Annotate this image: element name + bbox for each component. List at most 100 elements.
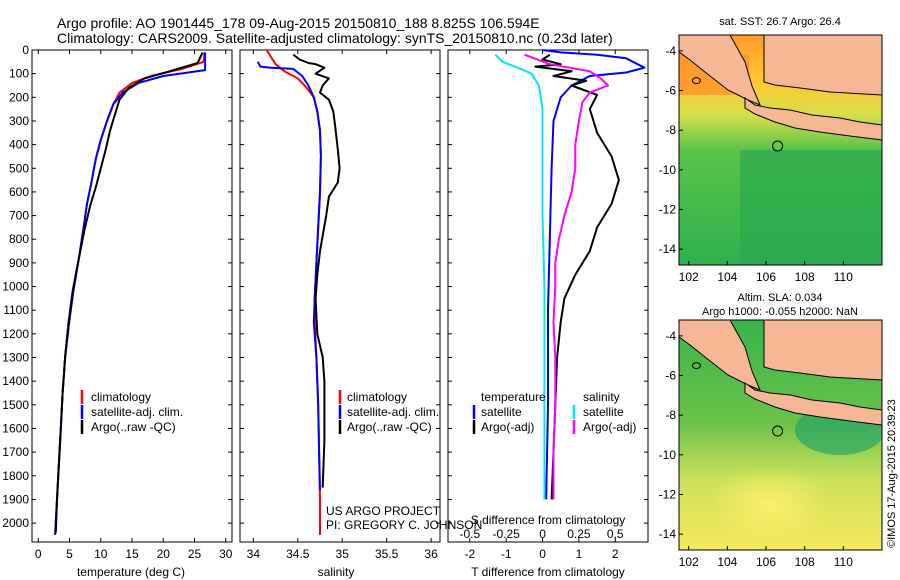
x-tick-label: 10	[94, 547, 108, 561]
float-position-marker	[772, 140, 784, 152]
series-line-climatology	[54, 52, 206, 535]
depth-tick-label: 1600	[2, 421, 29, 435]
series-line-argo-raw-qc	[292, 53, 341, 488]
x-tick-label: 20	[157, 547, 171, 561]
salinity-axis-label: salinity	[318, 565, 355, 579]
depth-tick-label: 1200	[2, 327, 29, 341]
legend-label-climatology: climatology	[347, 390, 407, 404]
depth-tick-label: 600	[9, 185, 29, 199]
depth-tick-label: 1500	[2, 398, 29, 412]
series-line-argo-raw-qc	[54, 51, 204, 533]
x-tick-label: 15	[125, 547, 139, 561]
temperature-legend: climatology satellite-adj. clim. Argo(..…	[80, 390, 183, 434]
s-difference-tick-label: 0.5	[607, 527, 624, 541]
legend-label-argo: Argo(..raw -QC)	[91, 420, 176, 434]
depth-tick-label: 400	[9, 138, 29, 152]
salinity-panel: 34 34.5 35 35.5 36 salinity climatology sate…	[239, 49, 482, 579]
legend-label-climatology: climatology	[91, 390, 151, 404]
temperature-axis-ticks: 0 5 10 15 20 25 30	[35, 50, 233, 561]
salinity-axis-ticks: 34 34.5 35 35.5 36	[247, 50, 438, 561]
lon-tick-label: 106	[756, 555, 776, 569]
legend-label-satellite: satellite-adj. clim.	[347, 405, 439, 419]
depth-tick-label: 0	[22, 43, 29, 57]
header-line2: Climatology: CARS2009. Satellite-adjuste…	[57, 30, 613, 46]
depth-tick-label: 200	[9, 90, 29, 104]
difference-series	[494, 49, 646, 500]
lon-tick-label: 106	[756, 270, 776, 284]
legend-group-salinity: salinity	[583, 390, 620, 404]
depth-tick-label: 1900	[2, 492, 29, 506]
lat-tick-label: -6	[665, 84, 676, 98]
series-line-climatology	[265, 49, 322, 535]
lon-tick-label: 104	[717, 270, 737, 284]
depth-tick-label: 1300	[2, 351, 29, 365]
temperature-plot-frame	[31, 49, 233, 543]
s-difference-axis-ticks: -0.5 -0.25 0 0.25 0.5	[459, 527, 623, 541]
sla-map-frame	[678, 319, 883, 551]
difference-panel: -2 -1 0 1 2 -0.5 -0.25 0 0.25 0.5 S difference f…	[447, 49, 649, 579]
lon-tick-label: 102	[679, 555, 699, 569]
lat-tick-label: -12	[659, 202, 677, 216]
secondary-marker	[691, 77, 701, 85]
series-line-satellite-adj-clim	[256, 61, 322, 491]
sst-map-panel: sat. SST: 26.7 Argo: 26.4 102 104 106 108 11…	[659, 16, 883, 284]
x-tick-label: 25	[188, 547, 202, 561]
sla-map-title: Altim. SLA: 0.034	[738, 292, 823, 304]
x-tick-label: 0	[35, 547, 42, 561]
series-line-satellite-adj-clim	[54, 52, 207, 535]
depth-tick-label: 1800	[2, 469, 29, 483]
depth-tick-label: 900	[9, 256, 29, 270]
lon-tick-label: 104	[717, 555, 737, 569]
depth-tick-label: 500	[9, 161, 29, 175]
x-tick-label: 35	[336, 547, 350, 561]
depth-tick-label: 1000	[2, 280, 29, 294]
depth-tick-label: 1400	[2, 374, 29, 388]
legend-label-argo: Argo(..raw -QC)	[347, 420, 432, 434]
lon-tick-label: 108	[795, 555, 815, 569]
x-tick-label: 30	[219, 547, 233, 561]
legend-label-t-satellite: satellite	[481, 405, 522, 419]
s-difference-tick-label: -0.25	[493, 527, 521, 541]
sla-map-subtitle: Argo h1000: -0.055 h2000: NaN	[702, 306, 858, 318]
difference-legend: temperature salinity satellite Argo(-adj…	[472, 390, 636, 434]
lon-tick-label: 102	[679, 270, 699, 284]
secondary-marker	[691, 362, 701, 370]
sla-map-panel: Altim. SLA: 0.034 Argo h1000: -0.055 h20…	[659, 292, 883, 569]
salinity-legend: climatology satellite-adj. clim. Argo(..…	[338, 390, 439, 434]
depth-tick-label: 2000	[2, 516, 29, 530]
lat-tick-label: -4	[665, 44, 676, 58]
timestamp-watermark: ©IMOS 17-Aug-2015 20:39:23	[886, 399, 898, 548]
depth-axis-ticks: 0 100 200 300 400 500 600 700 800 900 1000 1100 1200…	[2, 43, 648, 530]
lat-tick-label: -10	[659, 163, 677, 177]
lon-tick-label: 110	[834, 555, 853, 569]
float-position-marker	[772, 425, 784, 437]
s-difference-tick-label: 0	[539, 527, 546, 541]
depth-tick-label: 300	[9, 114, 29, 128]
s-difference-axis-label: S difference from climatology	[471, 513, 626, 527]
lon-tick-label: 108	[795, 270, 815, 284]
x-tick-label: 1	[576, 547, 583, 561]
sla-map-ticks: 102 104 106 108 110 -4 -6 -8 -10 -12 -14	[659, 329, 854, 569]
pi-credit: PI: GREGORY C. JOHNSON	[326, 518, 482, 532]
legend-label-s-satellite: satellite	[583, 405, 624, 419]
x-tick-label: 5	[66, 547, 73, 561]
x-tick-label: -1	[501, 547, 512, 561]
series-line-salinity-argo-adj	[524, 53, 609, 500]
x-tick-label: 0	[539, 547, 546, 561]
x-tick-label: 34	[247, 547, 261, 561]
depth-tick-label: 700	[9, 209, 29, 223]
borneo-land	[763, 320, 882, 381]
lat-tick-label: -12	[659, 487, 677, 501]
temperature-axis-label: temperature (deg C)	[77, 565, 185, 579]
x-tick-label: 2	[612, 547, 619, 561]
sst-map-ticks: 102 104 106 108 110 -4 -6 -8 -10 -12 -14	[659, 44, 854, 284]
x-tick-label: 36	[424, 547, 438, 561]
sst-map-frame	[678, 34, 883, 266]
sst-cool-patch	[740, 150, 882, 265]
legend-label-satellite: satellite-adj. clim.	[91, 405, 183, 419]
salinity-plot-frame	[239, 49, 441, 543]
t-difference-axis-ticks: -2 -1 0 1 2	[464, 50, 619, 561]
depth-tick-label: 800	[9, 232, 29, 246]
series-line-temperature-argo-adj	[534, 53, 620, 500]
